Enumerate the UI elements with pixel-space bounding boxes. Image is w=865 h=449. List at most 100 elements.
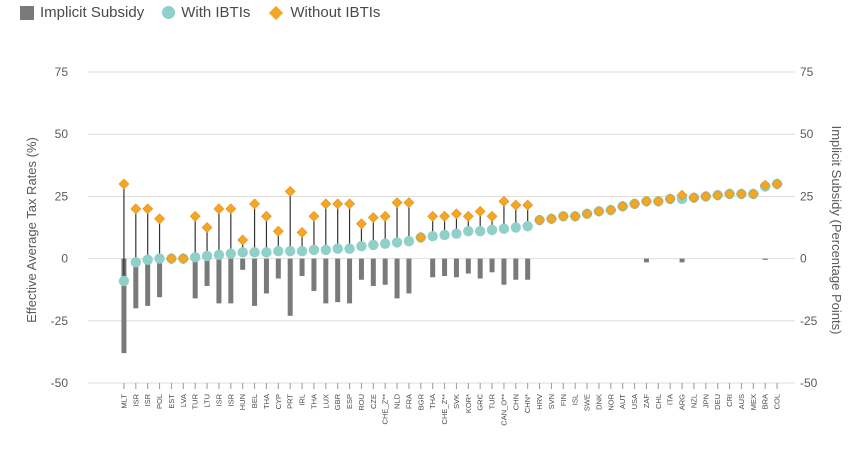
without-ibtis-point: [522, 199, 534, 211]
x-tick-label: THA: [262, 394, 271, 409]
without-ibtis-point: [379, 210, 391, 222]
x-tick-label: ISR: [131, 393, 140, 406]
subsidy-bar: [382, 258, 388, 285]
without-ibtis-point: [700, 190, 712, 202]
with-ibtis-point: [510, 222, 522, 233]
with-ibtis-point: [261, 247, 272, 258]
subsidy-bar: [216, 258, 222, 304]
subsidy-bar: [489, 258, 495, 273]
x-tick-label: BEL: [250, 394, 259, 408]
y-tick-label-left: 75: [55, 65, 69, 79]
with-ibtis-point: [439, 229, 450, 241]
y-tick-label-right: 50: [800, 127, 814, 141]
without-ibtis-point: [177, 253, 189, 265]
x-tick-label: IRL: [298, 394, 307, 406]
with-ibtis-point: [486, 224, 498, 236]
without-ibtis-point: [356, 218, 367, 230]
without-ibtis-point: [308, 210, 320, 222]
without-ibtis-point: [427, 210, 439, 222]
without-ibtis-point: [593, 205, 605, 217]
x-tick-label: THA: [428, 394, 437, 409]
x-tick-label: ARG: [678, 394, 687, 410]
x-tick-label: THA: [309, 394, 318, 409]
legend-item-subsidy[interactable]: Implicit Subsidy: [20, 4, 144, 21]
x-tick-label: POL: [155, 394, 164, 409]
subsidy-bar: [370, 258, 376, 286]
x-tick-label: MEX: [749, 394, 758, 410]
x-tick-label: AUS: [737, 394, 746, 409]
x-tick-label: SVN: [547, 394, 556, 409]
without-ibtis-point: [403, 197, 415, 209]
legend-item-without[interactable]: Without IBTIs: [268, 4, 380, 21]
with-ibtis-point: [356, 240, 367, 252]
without-ibtis-point: [118, 178, 130, 190]
without-ibtis-point: [546, 213, 557, 225]
without-ibtis-point: [296, 227, 308, 238]
x-tick-label: HRV: [535, 394, 544, 410]
without-ibtis-point: [201, 222, 213, 233]
y-tick-label-left: 25: [55, 189, 69, 203]
subsidy-bar: [525, 258, 531, 280]
without-ibtis-point: [237, 234, 249, 246]
x-tick-label: CAN_O**: [499, 394, 508, 426]
x-tick-label: BRA: [761, 394, 770, 409]
without-ibtis-point: [261, 210, 272, 222]
without-ibtis-point: [439, 210, 450, 222]
with-ibtis-point: [463, 226, 474, 237]
x-tick-label: EST: [167, 394, 176, 409]
x-tick-label: CHE_Z**: [440, 394, 449, 425]
without-ibtis-point: [367, 212, 379, 223]
without-ibtis-point: [557, 210, 569, 222]
y-tick-label-right: 25: [800, 189, 814, 203]
x-tick-label: COL: [773, 394, 782, 409]
legend: Implicit Subsidy With IBTIs Without IBTI…: [20, 4, 380, 21]
x-tick-label: NZL: [689, 394, 698, 408]
x-tick-label: CYP: [274, 394, 283, 409]
with-ibtis-point: [308, 244, 320, 256]
without-ibtis-point: [629, 198, 640, 210]
legend-item-with[interactable]: With IBTIs: [162, 4, 250, 21]
subsidy-bar: [465, 258, 471, 274]
without-ibtis-point: [676, 189, 688, 201]
with-ibtis-point: [249, 247, 260, 258]
without-ibtis-point: [166, 253, 177, 265]
without-ibtis-point: [474, 205, 486, 217]
without-ibtis-point: [284, 185, 296, 197]
subsidy-bar: [501, 258, 507, 285]
x-tick-label: ISR: [143, 393, 152, 406]
without-ibtis-point: [759, 179, 771, 191]
x-tick-label: DNK: [594, 394, 603, 410]
with-ibtis-point: [237, 247, 248, 258]
legend-without-label: Without IBTIs: [290, 4, 381, 21]
with-ibtis-point: [451, 228, 462, 239]
subsidy-bar: [275, 258, 281, 279]
legend-with-label: With IBTIs: [181, 4, 251, 21]
subsidy-bar: [157, 258, 163, 298]
without-ibtis-point: [249, 198, 260, 210]
subsidy-bar: [228, 258, 234, 304]
x-tick-label: LVA: [179, 394, 188, 407]
subsidy-bar: [311, 258, 317, 291]
marker-layer: [118, 178, 783, 287]
without-ibtis-point: [189, 210, 201, 222]
subsidy-bar: [394, 258, 400, 299]
without-ibtis-point: [641, 195, 652, 207]
with-ibtis-point: [344, 243, 355, 254]
x-tick-label: DEU: [713, 394, 722, 410]
with-ibtis-point: [189, 252, 201, 263]
without-ibtis-point: [451, 208, 462, 220]
subsidy-bar: [252, 258, 258, 306]
y-tick-label-right: 75: [800, 65, 814, 79]
x-tick-label: TUR: [488, 393, 497, 409]
with-ibtis-point: [522, 221, 533, 232]
without-ibtis-point: [225, 203, 237, 215]
with-ibtis-point: [118, 275, 130, 287]
with-ibtis-point: [284, 245, 296, 257]
subsidy-bar: [513, 258, 519, 280]
subsidy-bar: [287, 258, 293, 316]
without-ibtis-point: [581, 208, 593, 220]
without-ibtis-point: [498, 195, 510, 207]
without-ibtis-point: [462, 210, 474, 222]
